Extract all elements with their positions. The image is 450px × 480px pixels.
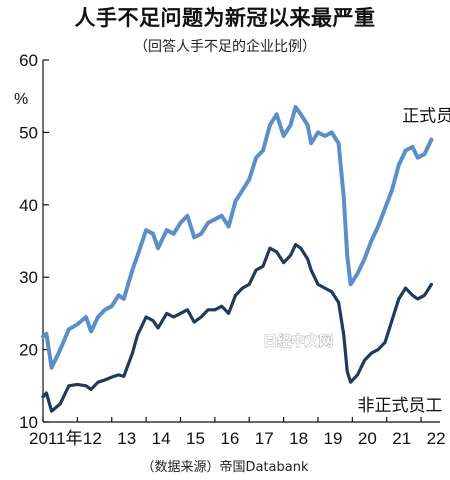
x-tick-label: 2011年 [29,429,83,448]
chart-title: 人手不足问题为新冠以来最严重 [74,6,376,30]
watermark-text: 日经中文网 [263,333,333,350]
y-tick-label: 10 [19,413,38,432]
x-tick-label: 17 [255,429,274,448]
y-tick-label: 40 [19,196,38,215]
series-line-nonregular-employees [41,243,433,413]
y-axis-label: % [14,91,28,108]
y-tick-label: 60 [19,51,38,70]
x-tick-label: 15 [186,429,205,448]
y-tick-label: 20 [19,341,38,360]
series-label-group: 正式员工非正式员工 [358,107,450,417]
axes [42,60,440,423]
series-label-regular-employees: 正式员工 [402,107,450,127]
source-note: （数据来源）帝国Databank [141,460,309,475]
chart-subtitle: （回答人手不足的企业比例） [134,39,316,55]
x-tick-label: 18 [289,429,308,448]
series-group [41,105,434,413]
x-tick-label: 14 [152,429,171,448]
x-tick-label: 16 [220,429,239,448]
y-tick-group: 10 20 30 40 50 60 [19,51,49,432]
x-tick-group: 2011年 12 13 14 15 16 17 18 19 20 21 22 [29,417,446,448]
x-tick-label: 22 [427,429,446,448]
y-tick-label: 30 [19,268,38,287]
series-label-nonregular-employees: 非正式员工 [358,396,443,416]
series-line-regular-employees [41,105,434,370]
x-tick-label: 21 [392,429,411,448]
x-tick-label: 13 [117,429,136,448]
x-tick-label: 12 [83,429,102,448]
x-tick-label: 20 [358,429,377,448]
y-tick-label: 50 [19,123,38,142]
x-tick-label: 19 [324,429,343,448]
